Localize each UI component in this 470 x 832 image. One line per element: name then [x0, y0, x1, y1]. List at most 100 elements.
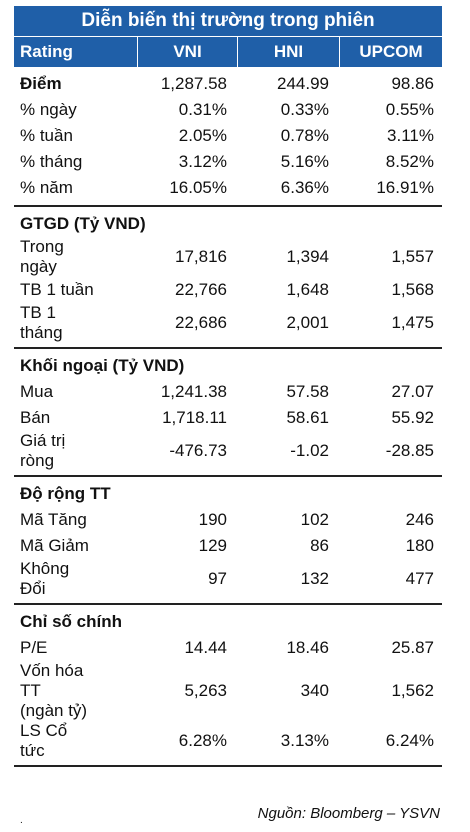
table-row: % tháng 3.12% 5.16% 8.52%	[14, 149, 442, 175]
row-hni: 1,394	[286, 247, 329, 266]
footer-mark: .	[20, 815, 23, 826]
table-row: Không Đổi 97 132 477	[14, 559, 442, 599]
row-hni: 86	[310, 536, 329, 555]
row-vni: 3.12%	[178, 152, 227, 171]
table-row: P/E 14.44 18.46 25.87	[14, 635, 442, 661]
row-vni: 2.05%	[178, 126, 227, 145]
row-hni: 102	[300, 510, 329, 529]
row-label: Trong ngày	[20, 237, 64, 276]
table-header: Rating VNI HNI UPCOM	[14, 36, 442, 67]
table-row: Giá trị ròng -476.73 -1.02 -28.85	[14, 431, 442, 471]
row-vni: 6.28%	[178, 731, 227, 750]
row-upcom: 246	[405, 510, 434, 529]
row-vni: 14.44	[184, 638, 227, 657]
table-row: % tuần 2.05% 0.78% 3.11%	[14, 123, 442, 149]
table-title: Diễn biến thị trường trong phiên	[14, 6, 442, 36]
row-upcom: -28.85	[385, 441, 434, 460]
row-label: % năm	[20, 178, 73, 197]
row-label: P/E	[20, 638, 48, 657]
row-hni: 6.36%	[280, 178, 329, 197]
row-vni: 1,287.58	[160, 74, 227, 93]
market-table: Diễn biến thị trường trong phiên Rating …	[14, 6, 442, 767]
section-title: Khối ngoại (Tỷ VND)	[20, 356, 185, 375]
row-upcom: 1,557	[391, 247, 434, 266]
row-label: Điểm	[20, 74, 62, 93]
table-row: Bán 1,718.11 58.61 55.92	[14, 405, 442, 431]
row-hni: 1,648	[286, 280, 329, 299]
row-upcom: 98.86	[391, 74, 434, 93]
gtgd-rows: Trong ngày 17,816 1,394 1,557 TB 1 tuần 22,76…	[14, 237, 442, 343]
header-vni: VNI	[137, 37, 237, 67]
pct-rows: % ngày 0.31% 0.33% 0.55% % tuần 2.05% 0.78% 3.1…	[14, 97, 442, 201]
row-label: % ngày	[20, 100, 77, 119]
header-rating: Rating	[20, 42, 73, 61]
row-hni: 3.13%	[280, 731, 329, 750]
row-hni: 132	[300, 569, 329, 588]
table-row: Điểm 1,287.58 244.99 98.86	[14, 71, 442, 97]
row-label: TB 1 tháng	[20, 303, 63, 342]
row-hni: 58.61	[286, 408, 329, 427]
row-vni: 129	[198, 536, 227, 555]
section-breadth: Độ rộng TT Mã Tăng 190 102 246 Mã Giảm 129 86 1…	[14, 475, 442, 603]
table-row: TB 1 tuần 22,766 1,648 1,568	[14, 277, 442, 303]
row-hni: 0.78%	[280, 126, 329, 145]
row-label: Bán	[20, 408, 51, 427]
row-upcom: 1,475	[391, 313, 434, 332]
table-row: Mã Tăng 190 102 246	[14, 507, 442, 533]
row-hni: 2,001	[286, 313, 329, 332]
row-label: LS Cổ tức	[20, 721, 68, 760]
row-label: Giá trị ròng	[20, 431, 66, 470]
row-hni: 18.46	[286, 638, 329, 657]
section-gtgd: GTGD (Tỷ VND) Trong ngày 17,816 1,394 1,557…	[14, 205, 442, 347]
source-note: Nguồn: Bloomberg – YSVN	[257, 805, 440, 822]
table-row: TB 1 tháng 22,686 2,001 1,475	[14, 303, 442, 343]
table-row: Mã Giảm 129 86 180	[14, 533, 442, 559]
row-label: Mã Giảm	[20, 536, 89, 555]
row-upcom: 55.92	[391, 408, 434, 427]
row-upcom: 3.11%	[387, 126, 434, 145]
table-row: % năm 16.05% 6.36% 16.91%	[14, 175, 442, 201]
row-hni: 5.16%	[280, 152, 329, 171]
section-title: Độ rộng TT	[20, 484, 111, 503]
header-hni: HNI	[237, 37, 339, 67]
table-row: LS Cổ tức 6.28% 3.13% 6.24%	[14, 721, 442, 761]
table-row: Mua 1,241.38 57.58 27.07	[14, 379, 442, 405]
row-hni: 0.33%	[280, 100, 329, 119]
row-vni: -476.73	[169, 441, 227, 460]
row-upcom: 1,562	[391, 681, 434, 700]
row-label: % tháng	[20, 152, 83, 171]
row-hni: 244.99	[277, 74, 329, 93]
row-hni: -1.02	[290, 441, 329, 460]
row-hni: 57.58	[286, 382, 329, 401]
row-upcom: 25.87	[391, 638, 434, 657]
header-upcom: UPCOM	[339, 37, 442, 67]
section-key: Chỉ số chính P/E 14.44 18.46 25.87 Vốn hóa T…	[14, 603, 442, 767]
row-vni: 17,816	[175, 247, 227, 266]
row-label: Mua	[20, 382, 54, 401]
row-upcom: 16.91%	[376, 178, 434, 197]
row-vni: 97	[208, 569, 227, 588]
row-label: Vốn hóa TT (ngàn tỷ)	[20, 661, 88, 720]
row-label: Không Đổi	[20, 559, 70, 598]
section-foreign: Khối ngoại (Tỷ VND) Mua 1,241.38 57.58 27.0…	[14, 347, 442, 475]
row-upcom: 27.07	[391, 382, 434, 401]
row-vni: 190	[198, 510, 227, 529]
row-upcom: 0.55%	[385, 100, 434, 119]
row-upcom: 180	[405, 536, 434, 555]
breadth-rows: Mã Tăng 190 102 246 Mã Giảm 129 86 180 Không Đổi…	[14, 507, 442, 599]
row-vni: 1,718.11	[162, 408, 227, 427]
row-upcom: 6.24%	[385, 731, 434, 750]
section-title: GTGD (Tỷ VND)	[20, 214, 146, 233]
row-label: TB 1 tuần	[20, 280, 94, 299]
section-score: Điểm 1,287.58 244.99 98.86 % ngày 0.31% 0.…	[14, 67, 442, 205]
row-vni: 0.31%	[178, 100, 227, 119]
key-rows: P/E 14.44 18.46 25.87 Vốn hóa TT (ngàn tỷ) 5,…	[14, 635, 442, 761]
row-vni: 1,241.38	[160, 382, 227, 401]
row-vni: 22,686	[175, 313, 227, 332]
row-hni: 340	[300, 681, 329, 700]
row-upcom: 477	[405, 569, 434, 588]
row-upcom: 1,568	[391, 280, 434, 299]
row-upcom: 8.52%	[385, 152, 434, 171]
table-row: Vốn hóa TT (ngàn tỷ) 5,263 340 1,562	[14, 661, 442, 721]
foreign-rows: Mua 1,241.38 57.58 27.07 Bán 1,718.11 58.61 55.…	[14, 379, 442, 471]
